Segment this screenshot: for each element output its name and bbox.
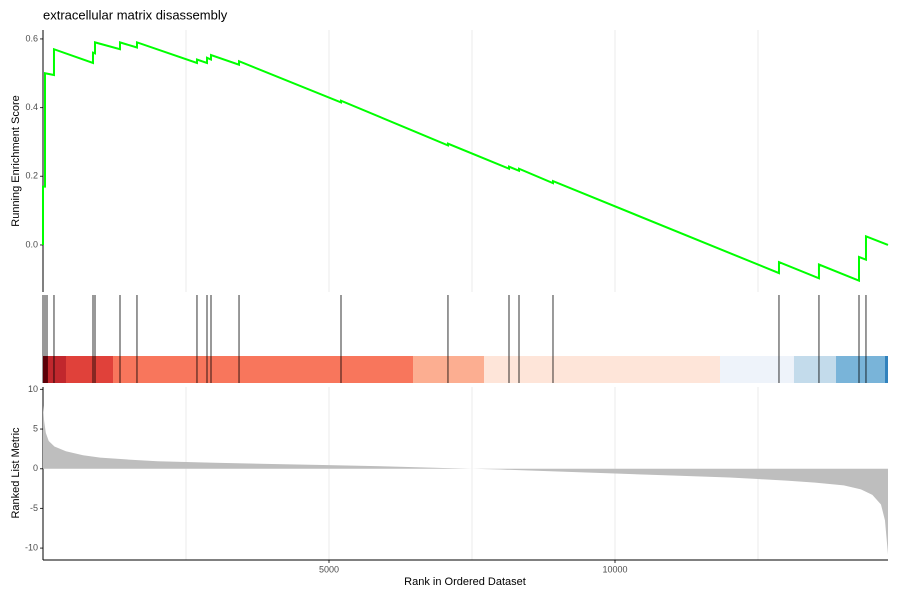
- enrichment-line: [42, 40, 889, 283]
- heat-segment: [884, 356, 888, 383]
- heat-segment: [793, 356, 837, 383]
- y-tick-label: 5: [33, 423, 38, 433]
- y-tick-label: 0.4: [25, 102, 38, 112]
- y-tick-label: 10: [28, 384, 38, 394]
- y-tick-label: -10: [25, 542, 38, 552]
- y-axis-title: Ranked List Metric: [10, 427, 22, 519]
- x-axis-title: Rank in Ordered Dataset: [404, 576, 526, 588]
- y-tick-label: 0.6: [25, 33, 38, 43]
- y-tick-label: 0.0: [25, 239, 38, 249]
- y-axis-title: Running Enrichment Score: [10, 95, 22, 226]
- heat-segment: [836, 356, 885, 383]
- x-tick-label: 10000: [602, 564, 627, 574]
- heat-segment: [413, 356, 485, 383]
- heat-segment: [65, 356, 114, 383]
- heat-segment: [47, 356, 66, 383]
- heat-segment: [484, 356, 721, 383]
- x-tick-label: 5000: [319, 564, 339, 574]
- heat-segment: [720, 356, 794, 383]
- y-tick-label: -5: [30, 503, 38, 513]
- heat-segment: [113, 356, 414, 383]
- chart-title: extracellular matrix disassembly: [43, 7, 228, 22]
- metric-area: [43, 405, 888, 555]
- y-tick-label: 0.2: [25, 171, 38, 181]
- y-tick-label: 0: [33, 463, 38, 473]
